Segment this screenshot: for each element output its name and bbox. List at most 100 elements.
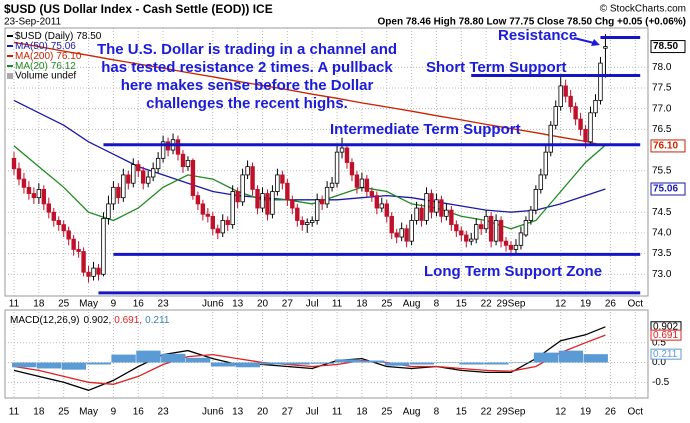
series-line xyxy=(13,144,606,230)
histogram-bar xyxy=(210,362,236,367)
legend-name: MA(200) xyxy=(15,51,53,62)
candle-body xyxy=(66,230,71,240)
candle-body xyxy=(349,162,355,176)
candle-body xyxy=(76,249,81,252)
candle-body xyxy=(364,178,370,192)
candle-body xyxy=(319,199,325,205)
candle-body xyxy=(21,178,27,188)
comment-line: has tested resistance 2 times. A pullbac… xyxy=(101,59,393,76)
histogram-bar xyxy=(459,362,484,365)
candle-body xyxy=(16,168,22,180)
x-tick-label: 27 xyxy=(282,299,294,310)
macd-panel xyxy=(4,309,649,399)
histogram-bar xyxy=(310,362,335,364)
y-tick-label: 0.0 xyxy=(652,357,666,368)
histogram-bar xyxy=(558,350,584,363)
x-tick-label: Jun6 xyxy=(202,299,224,310)
candle-body xyxy=(493,220,499,242)
candle-body xyxy=(270,191,275,215)
x-tick-label: Aug xyxy=(403,407,421,418)
candle-body xyxy=(36,189,42,199)
candle-body xyxy=(444,209,449,217)
x-tick-label: 25 xyxy=(381,407,393,418)
candle-body xyxy=(478,224,484,230)
histogram-bar xyxy=(185,357,211,363)
y-tick-label: 76.5 xyxy=(652,124,672,135)
histogram-bar xyxy=(509,362,534,364)
candle-body xyxy=(419,207,424,221)
candle-body xyxy=(205,213,211,217)
histogram-bar xyxy=(583,354,608,363)
x-tick-label: 9 xyxy=(111,407,117,418)
series-line xyxy=(13,334,606,385)
x-tick-label: 20 xyxy=(257,299,269,310)
grid-layer: 73.0 73.5 74.0 74.5 75.5 76.5 77.0 77.5 78.0 11 18… xyxy=(5,28,672,418)
x-tick-label: 11 xyxy=(9,407,20,418)
candle-body xyxy=(220,220,225,234)
candle-body xyxy=(374,195,380,209)
signal-value: 0.691, xyxy=(114,315,142,326)
candle-body xyxy=(488,215,494,242)
candle-body xyxy=(86,271,91,277)
candle-body xyxy=(503,240,509,246)
candle-body xyxy=(384,203,389,217)
candle-body xyxy=(41,189,47,205)
y-tick-label: 0.5 xyxy=(652,337,666,348)
candle-body xyxy=(155,157,161,170)
resistance-label: Resistance xyxy=(498,27,577,44)
comment-line: challenges the recent highs. xyxy=(146,95,348,112)
x-tick-label: Jul xyxy=(306,407,319,418)
candle-body xyxy=(260,193,265,209)
macd-value: 0.902, xyxy=(83,315,111,326)
x-tick-label: 12 xyxy=(555,407,567,418)
candle-body xyxy=(573,106,578,120)
x-tick-label: 18 xyxy=(33,407,45,418)
macd-title: MACD(12,26,9) 0.902, 0.691, 0.211 xyxy=(10,315,170,326)
legend-value: 76.12 xyxy=(51,61,76,72)
candle-body xyxy=(528,209,534,221)
legend-value: 76.10 xyxy=(56,51,81,62)
chart-title: $USD (US Dollar Index - Cash Settle (EOD… xyxy=(4,2,273,16)
candle-body xyxy=(240,174,245,203)
legend-entry: MA(200) 76.10 xyxy=(15,51,82,62)
candle-body xyxy=(225,220,230,226)
x-tick-label: 11 xyxy=(332,299,343,310)
candle-body xyxy=(131,164,136,184)
value-tag-label: 78.50 xyxy=(653,41,678,52)
candle-body xyxy=(449,209,454,226)
legend-name: $USD (Daily) xyxy=(15,31,73,42)
x-tick-label: 8 xyxy=(434,299,440,310)
legend-value: 75.06 xyxy=(51,41,76,52)
candle-body xyxy=(399,228,404,238)
candle-body xyxy=(324,186,330,205)
histogram-bar xyxy=(235,362,261,368)
x-tick-label: 16 xyxy=(133,299,145,310)
candle-body xyxy=(459,230,464,236)
candle-body xyxy=(101,217,106,275)
candle-body xyxy=(508,244,514,250)
candle-body xyxy=(359,178,365,188)
x-tick-label: 9 xyxy=(111,299,117,310)
candle-body xyxy=(145,176,151,184)
candle-body xyxy=(339,147,345,153)
x-tick-label: 13 xyxy=(232,407,244,418)
candle-body xyxy=(245,166,250,176)
value-tag-label: 0.902 xyxy=(653,321,678,332)
series-line xyxy=(13,99,606,213)
candle-body xyxy=(329,182,335,188)
y-tick-label: 78.0 xyxy=(652,62,672,73)
candle-body xyxy=(558,85,563,108)
candle-body xyxy=(285,182,290,201)
candle-body xyxy=(409,220,414,242)
value-tag xyxy=(650,182,686,196)
x-tick-label: 22 xyxy=(481,299,493,310)
quote: Open 78.46 High 78.80 Low 77.75 Close 78… xyxy=(378,17,686,28)
candle-body xyxy=(469,238,474,242)
candle-body xyxy=(568,95,573,108)
y-tick-label: 73.0 xyxy=(652,269,672,280)
x-tick-label: 19 xyxy=(580,407,592,418)
series-line xyxy=(13,326,606,391)
comment: The U.S. Dollar is trading in a channel … xyxy=(97,41,397,112)
legend-entry: MA(50) 75.06 xyxy=(15,41,76,52)
